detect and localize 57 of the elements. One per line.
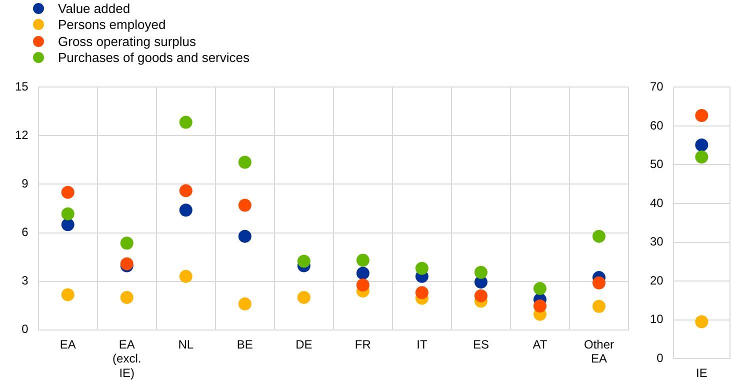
- point: [61, 186, 74, 199]
- y-tick-label: 70: [650, 80, 664, 94]
- y-tick-label: 60: [650, 118, 664, 132]
- point: [238, 297, 252, 310]
- legend-label: Purchases of goods and services: [58, 50, 250, 66]
- y-tick-label: 40: [650, 196, 664, 210]
- point: [592, 276, 606, 290]
- point: [592, 230, 606, 243]
- y-tick-label: 0: [656, 350, 664, 365]
- legend-label: Gross operating surplus: [58, 34, 196, 49]
- x-tick-label: BE: [236, 337, 253, 352]
- point: [61, 207, 74, 220]
- y-tick-label: 30: [650, 234, 664, 249]
- point: [120, 236, 134, 250]
- y-tick-label: 9: [22, 176, 29, 191]
- point: [297, 290, 310, 304]
- point: [61, 288, 74, 302]
- point: [238, 156, 252, 169]
- x-tick-label: EA (excl. IE): [112, 337, 142, 380]
- point: [61, 218, 74, 232]
- point: [356, 254, 370, 267]
- point: [415, 262, 428, 275]
- y-tick-label: 15: [14, 80, 29, 94]
- point: [238, 198, 252, 212]
- x-tick-label: DE: [296, 337, 312, 352]
- point: [356, 278, 370, 292]
- y-tick-label: 6: [22, 225, 29, 240]
- y-tick-label: 20: [650, 273, 664, 288]
- x-tick-label: FR: [354, 337, 372, 352]
- legend-label: Persons employed: [58, 17, 166, 32]
- y-tick-label: 3: [22, 274, 29, 288]
- point: [415, 286, 428, 300]
- x-tick-label: IT: [416, 337, 428, 352]
- point: [179, 184, 192, 198]
- x-tick-label: AT: [532, 337, 548, 352]
- x-tick-label: NL: [178, 337, 194, 352]
- x-tick-label: Other EA: [584, 337, 614, 366]
- y-tick-label: 10: [650, 312, 664, 326]
- x-tick-label: ES: [472, 337, 489, 352]
- point: [297, 254, 310, 268]
- point: [592, 300, 606, 313]
- point: [533, 282, 546, 296]
- point: [474, 266, 488, 279]
- point: [238, 230, 252, 243]
- point: [179, 204, 192, 217]
- point: [120, 290, 134, 304]
- x-tick-label: EA: [60, 337, 76, 352]
- point: [474, 289, 488, 302]
- point: [533, 300, 546, 313]
- y-tick-label: 12: [14, 128, 29, 142]
- point: [179, 270, 192, 283]
- point: [179, 116, 192, 129]
- y-tick-label: 50: [650, 157, 664, 172]
- y-tick-label: 0: [22, 322, 29, 336]
- point: [356, 266, 370, 280]
- x-tick-label: IE: [696, 366, 708, 380]
- legend-label: Value added: [58, 0, 130, 16]
